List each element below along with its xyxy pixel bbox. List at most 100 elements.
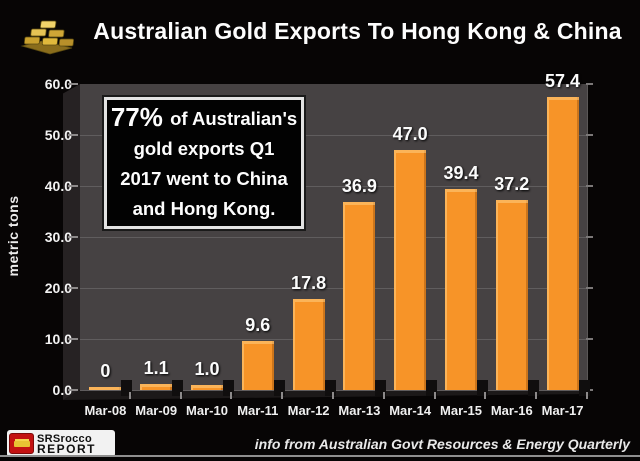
x-tick-label: Mar-16 [486, 392, 538, 422]
y-tick-label: 60.0 [44, 76, 72, 92]
annotation-line: 77% of Australian's [110, 102, 298, 132]
bottom-divider [0, 455, 640, 457]
x-axis: Mar-08 Mar-09 Mar-10 Mar-11 Mar-12 Mar-13 Mar-… [80, 392, 588, 422]
bar-value-label: 17.8 [291, 273, 327, 294]
right-tick-mark [586, 185, 593, 187]
x-tick-mark [128, 392, 131, 399]
source-credit: info from Australian Govt Resources & En… [254, 436, 630, 452]
gold-bars-icon [20, 20, 74, 55]
x-tick-mark [230, 392, 233, 399]
logo-text-line1: SRSrocco [37, 432, 92, 445]
bar-mar-13 [343, 201, 376, 390]
annotation-line: gold exports Q1 [133, 138, 275, 159]
y-tick-mark [68, 134, 78, 136]
bar-3d-shadow [222, 380, 234, 396]
right-tick-mark [586, 83, 593, 85]
bar-value-label: 39.4 [443, 163, 479, 184]
gridline [80, 339, 587, 340]
x-tick-mark [331, 392, 334, 399]
bar-column: 47.0 [385, 84, 438, 396]
bar-value-label: 57.4 [545, 71, 581, 92]
logo-gold-bars-icon [9, 433, 34, 454]
right-tick-mark [586, 287, 593, 289]
x-tick-mark [535, 392, 538, 399]
x-tick-label: Mar-09 [131, 392, 182, 422]
bar-series: 0 1.1 1.0 9.6 17.8 36.9 47.0 39.4 37.2 57.4 [80, 71, 590, 396]
bar-column: 1.1 [131, 84, 184, 396]
y-tick-label: 0.0 [52, 382, 72, 398]
gridline [80, 135, 587, 136]
y-tick-label: 50.0 [44, 127, 72, 143]
bar-value-label: 36.9 [341, 175, 377, 196]
srsrocco-report-logo: SRSrocco REPORT [7, 430, 115, 457]
y-axis-title: metric tons [5, 195, 21, 277]
bar-mar-16 [495, 200, 528, 390]
bar-3d-shadow [375, 380, 387, 396]
y-tick-label: 20.0 [44, 280, 72, 296]
right-tick-mark [586, 236, 593, 238]
bar-column: 0 [80, 84, 133, 396]
x-tick-mark [585, 392, 588, 399]
bar-mar-15 [444, 189, 477, 390]
chart-3d-wall [63, 84, 80, 400]
bar-mar-12 [292, 299, 325, 390]
right-tick-mark [586, 338, 593, 340]
y-tick-label: 40.0 [44, 178, 72, 194]
bar-mar-08 [89, 387, 122, 390]
bar-3d-shadow [121, 380, 133, 396]
bar-mar-14 [394, 150, 427, 390]
x-tick-label: Mar-13 [334, 392, 385, 422]
gridline [80, 237, 587, 238]
bar-column: 37.2 [486, 84, 539, 396]
y-tick-mark [68, 338, 78, 340]
x-tick-mark [382, 392, 385, 399]
bar-mar-09 [140, 384, 173, 390]
bar-column: 57.4 [537, 71, 590, 396]
bar-mar-17 [546, 97, 579, 390]
y-tick-mark [68, 287, 78, 289]
bar-value-label: 1.1 [143, 358, 169, 379]
bar-3d-shadow [273, 380, 285, 396]
y-tick-label: 30.0 [44, 229, 72, 245]
right-tick-mark [586, 134, 593, 136]
y-tick-label: 10.0 [44, 331, 72, 347]
bar-3d-shadow [426, 380, 438, 396]
bar-column: 36.9 [334, 84, 387, 396]
annotation-line: 2017 went to China [120, 168, 288, 189]
bar-column: 9.6 [232, 84, 285, 396]
x-tick-label: Mar-12 [283, 392, 334, 422]
annotation-box: 77% of Australian's gold exports Q1 2017 w… [102, 95, 306, 231]
x-tick-label: Mar-17 [537, 392, 588, 422]
x-tick-label: Mar-14 [385, 392, 436, 422]
y-tick-mark [68, 236, 78, 238]
logo-text-line2: REPORT [37, 441, 97, 456]
bar-value-label: 0 [100, 361, 111, 382]
bar-column: 17.8 [283, 84, 336, 396]
bar-value-label: 47.0 [392, 124, 428, 145]
x-tick-mark [179, 392, 182, 399]
x-tick-label: Mar-10 [182, 392, 233, 422]
bar-column: 1.0 [182, 84, 234, 396]
annotation-line: and Hong Kong. [132, 198, 276, 219]
gridline [80, 186, 587, 187]
bar-mar-10 [190, 384, 223, 390]
bar-3d-shadow [527, 380, 539, 396]
x-tick-label: Mar-11 [232, 392, 284, 422]
y-tick-mark [68, 185, 78, 187]
bar-column: 39.4 [436, 84, 488, 396]
bar-3d-shadow [172, 380, 184, 396]
bar-value-label: 37.2 [494, 174, 530, 195]
x-tick-mark [433, 392, 436, 399]
x-tick-label: Mar-15 [436, 392, 487, 422]
bar-3d-shadow [476, 380, 488, 396]
bar-mar-11 [241, 341, 274, 390]
annotation-lead: 77% [110, 102, 171, 132]
page-title: Australian Gold Exports To Hong Kong & C… [93, 18, 622, 44]
bar-3d-shadow [324, 380, 336, 396]
bar-value-label: 9.6 [245, 315, 271, 336]
x-tick-mark [484, 392, 487, 399]
bar-3d-shadow [578, 380, 590, 396]
y-tick-mark [68, 83, 78, 85]
x-tick-mark [281, 392, 284, 399]
